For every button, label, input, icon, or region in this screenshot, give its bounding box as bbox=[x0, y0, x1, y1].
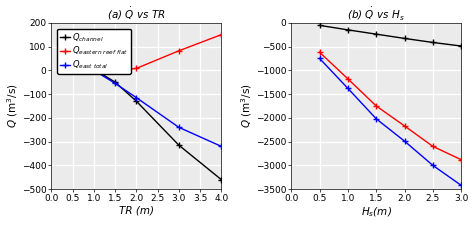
$Q_{eastern\ reef\ flat}$ bbox=[219, 33, 224, 36]
$Q_{eastern\ reef\ flat}$ bbox=[345, 77, 351, 80]
$Q_{channel}$ bbox=[112, 81, 118, 83]
$Q_{channel}$ bbox=[91, 68, 97, 70]
Line: $Q_{eastern\ reef\ flat}$: $Q_{eastern\ reef\ flat}$ bbox=[316, 49, 465, 163]
$Q_{eastern\ reef\ flat}$ bbox=[430, 145, 436, 148]
X-axis label: TR (m): TR (m) bbox=[119, 206, 154, 216]
$Q_{channel}$ bbox=[317, 24, 322, 27]
$Q_{channel}$ bbox=[402, 37, 408, 40]
$Q_{east\ total}$ bbox=[317, 57, 322, 60]
$Q_{east\ total}$ bbox=[134, 96, 139, 99]
$Q_{east\ total}$ bbox=[345, 87, 351, 90]
$Q_{eastern\ reef\ flat}$ bbox=[91, 70, 97, 72]
$Q_{channel}$ bbox=[458, 45, 464, 47]
$Q_{eastern\ reef\ flat}$ bbox=[134, 67, 139, 70]
$Q_{eastern\ reef\ flat}$ bbox=[458, 158, 464, 161]
$Q_{channel}$ bbox=[345, 29, 351, 31]
$Q_{eastern\ reef\ flat}$ bbox=[374, 105, 379, 107]
$Q_{channel}$ bbox=[374, 33, 379, 36]
$Q_{east\ total}$ bbox=[219, 145, 224, 148]
Line: $Q_{eastern\ reef\ flat}$: $Q_{eastern\ reef\ flat}$ bbox=[69, 31, 225, 74]
X-axis label: $H_s$(m): $H_s$(m) bbox=[361, 206, 392, 219]
Y-axis label: $Q$ (m$^3$/s): $Q$ (m$^3$/s) bbox=[6, 84, 20, 128]
$Q_{east\ total}$ bbox=[176, 126, 182, 129]
$Q_{channel}$ bbox=[219, 178, 224, 181]
$Q_{channel}$ bbox=[176, 144, 182, 146]
$Q_{eastern\ reef\ flat}$ bbox=[176, 50, 182, 52]
Y-axis label: $Q$ (m$^3$/s): $Q$ (m$^3$/s) bbox=[240, 84, 255, 128]
$Q_{eastern\ reef\ flat}$ bbox=[317, 51, 322, 54]
Title: (a) $\dot{Q}$ vs $TR$: (a) $\dot{Q}$ vs $TR$ bbox=[107, 6, 166, 22]
Legend: $Q_{channel}$, $Q_{eastern\ reef\ flat}$, $Q_{east\ total}$: $Q_{channel}$, $Q_{eastern\ reef\ flat}$… bbox=[57, 29, 131, 74]
$Q_{east\ total}$ bbox=[402, 140, 408, 142]
$Q_{channel}$ bbox=[70, 67, 75, 69]
$Q_{channel}$ bbox=[134, 100, 139, 103]
$Q_{eastern\ reef\ flat}$ bbox=[402, 125, 408, 127]
$Q_{east\ total}$ bbox=[458, 184, 464, 187]
$Q_{east\ total}$ bbox=[374, 117, 379, 120]
$Q_{eastern\ reef\ flat}$ bbox=[112, 70, 118, 72]
$Q_{east\ total}$ bbox=[430, 164, 436, 167]
$Q_{east\ total}$ bbox=[70, 67, 75, 69]
$Q_{channel}$ bbox=[430, 41, 436, 44]
Line: $Q_{east\ total}$: $Q_{east\ total}$ bbox=[316, 55, 465, 189]
Title: (b) $\dot{Q}$ vs $H_s$: (b) $\dot{Q}$ vs $H_s$ bbox=[347, 6, 405, 22]
$Q_{east\ total}$ bbox=[112, 82, 118, 85]
Line: $Q_{channel}$: $Q_{channel}$ bbox=[316, 22, 465, 50]
Line: $Q_{east\ total}$: $Q_{east\ total}$ bbox=[69, 64, 225, 150]
$Q_{eastern\ reef\ flat}$ bbox=[70, 67, 75, 70]
Line: $Q_{channel}$: $Q_{channel}$ bbox=[69, 64, 225, 183]
$Q_{east\ total}$ bbox=[91, 69, 97, 72]
